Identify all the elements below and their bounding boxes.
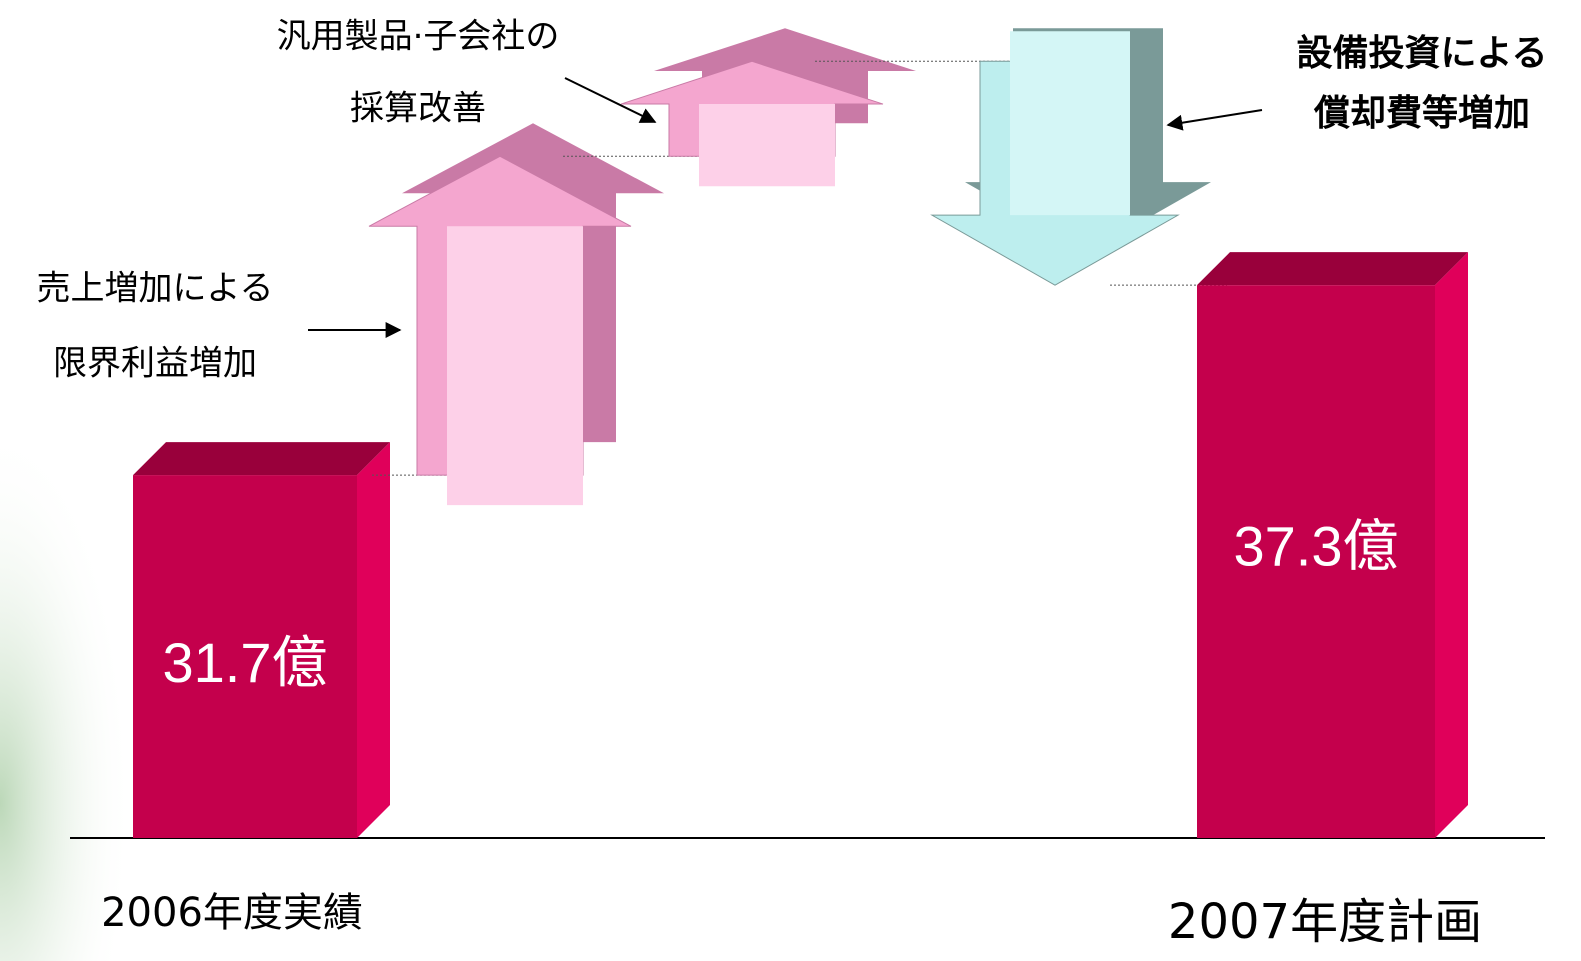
annotation: 汎用製品·子会社の [277,17,560,57]
annotation: 償却費等増加 [1313,93,1530,134]
pointer-arrow [1166,109,1263,131]
bar-side [357,442,390,838]
annotation: 限界利益増加 [53,344,257,384]
value-label: 31.7億 [163,631,328,694]
annotation: 設備投資による [1297,33,1548,74]
annotation: 採算改善 [350,89,486,129]
arrow-inner [699,104,835,187]
value-label: 37.3億 [1234,514,1399,577]
annotation: 売上増加による [37,269,274,309]
x-tick-label: 2006年度実績 [101,890,363,936]
bar [133,475,357,838]
bar-top [1197,252,1468,286]
bar-top [133,442,390,476]
bar [1197,285,1435,838]
x-tick-label: 2007年度計画 [1168,894,1482,950]
arrow-inner [1010,31,1130,216]
bar-side [1435,252,1468,839]
arrow-inner [447,226,583,506]
pointer-arrow [564,77,657,123]
